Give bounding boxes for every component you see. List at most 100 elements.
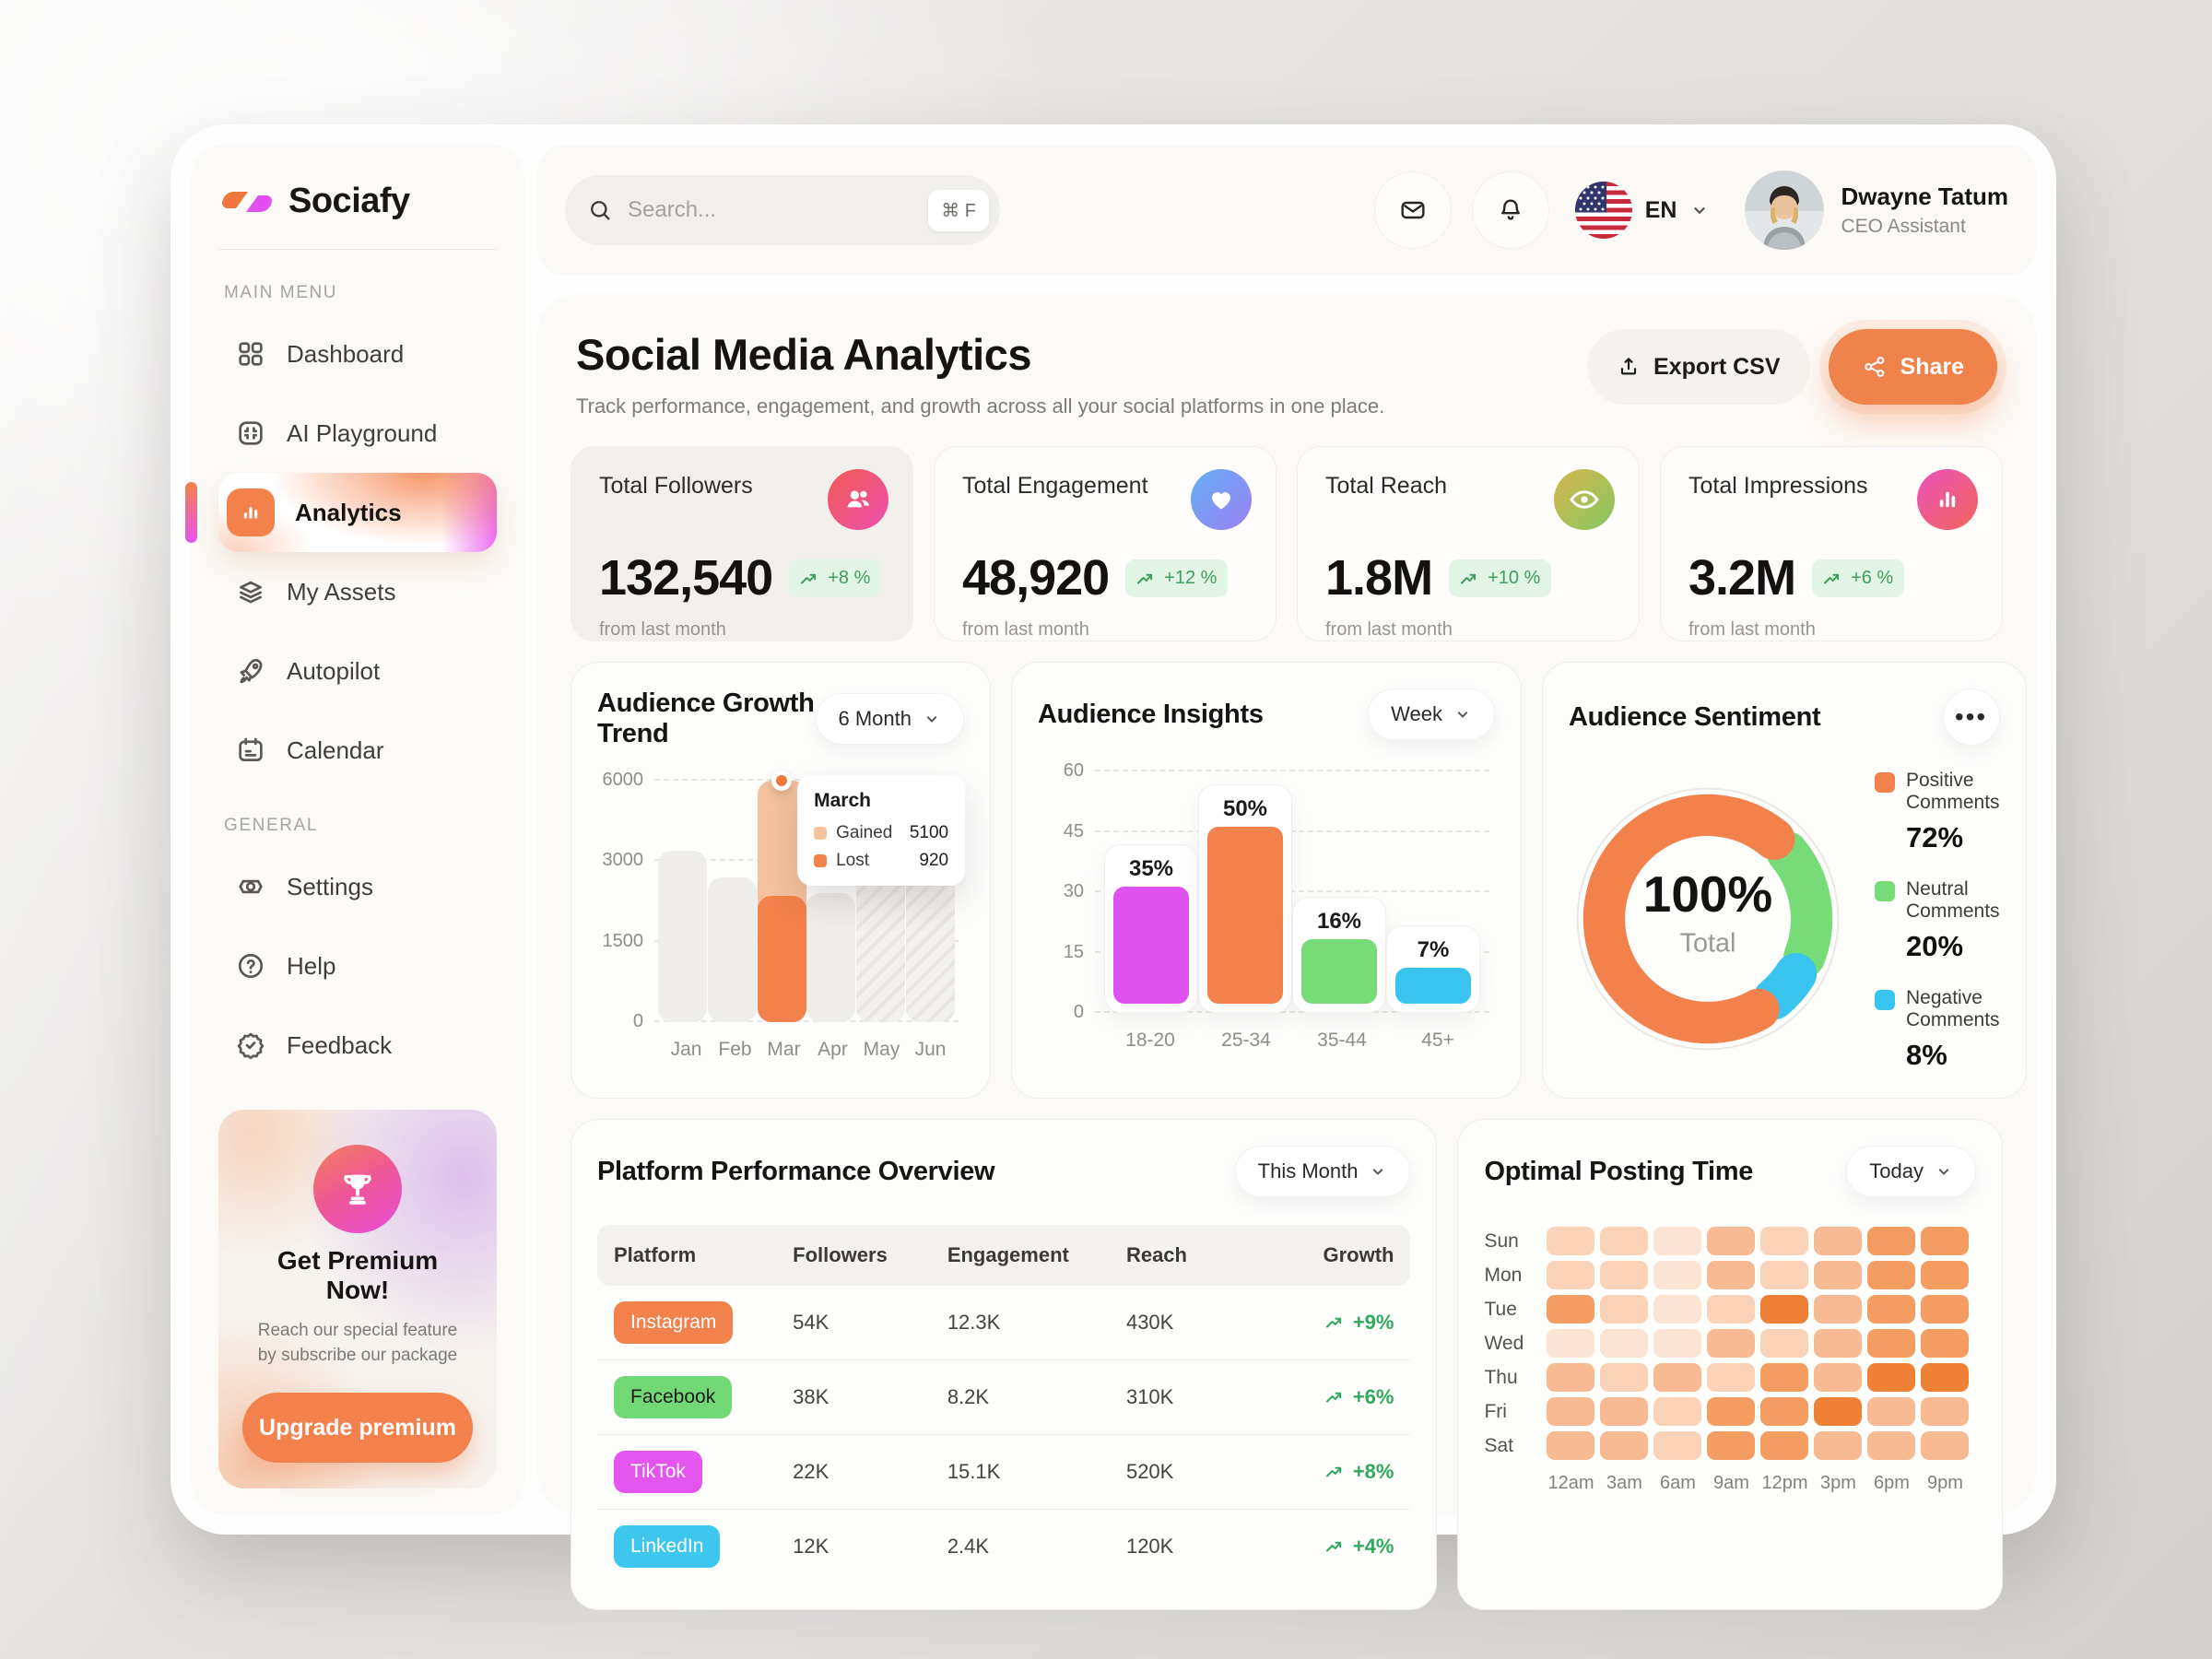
- platform-period-dropdown[interactable]: This Month: [1234, 1146, 1411, 1197]
- heatmap-cell-sun-9pm[interactable]: [1921, 1227, 1970, 1255]
- heatmap-cell-thu-6pm[interactable]: [1867, 1363, 1916, 1392]
- heatmap-cell-sat-9am[interactable]: [1707, 1431, 1756, 1460]
- sidebar-item-calendar[interactable]: Calendar: [218, 711, 497, 790]
- heatmap-cell-thu-12pm[interactable]: [1760, 1363, 1809, 1392]
- heatmap-cell-thu-6am[interactable]: [1653, 1363, 1702, 1392]
- heatmap-cell-fri-12am[interactable]: [1547, 1397, 1595, 1426]
- donut-segment[interactable]: [1569, 780, 1847, 1058]
- heatmap-row-label: Fri: [1484, 1400, 1507, 1422]
- heatmap-cell-thu-12am[interactable]: [1547, 1363, 1595, 1392]
- heatmap-cell-tue-9am[interactable]: [1707, 1295, 1756, 1324]
- heatmap-cell-sun-9am[interactable]: [1707, 1227, 1756, 1255]
- heatmap-cell-fri-6am[interactable]: [1653, 1397, 1702, 1426]
- heatmap-cell-tue-12am[interactable]: [1547, 1295, 1595, 1324]
- user-profile[interactable]: Dwayne Tatum CEO Assistant: [1745, 171, 2008, 250]
- gridline: 30: [1064, 881, 1489, 901]
- heatmap-cell-sun-6pm[interactable]: [1867, 1227, 1916, 1255]
- heatmap-cell-wed-9pm[interactable]: [1921, 1329, 1970, 1358]
- heatmap-cell-mon-12pm[interactable]: [1760, 1261, 1809, 1289]
- heatmap-cell-tue-6am[interactable]: [1653, 1295, 1702, 1324]
- insights-bar-45-[interactable]: 7%: [1386, 924, 1480, 1013]
- sidebar-item-my-assets[interactable]: My Assets: [218, 552, 497, 631]
- heatmap-cell-fri-3pm[interactable]: [1814, 1397, 1863, 1426]
- growth-cell: +6%: [1325, 1385, 1394, 1409]
- heatmap-cell-mon-12am[interactable]: [1547, 1261, 1595, 1289]
- heatmap-cell-thu-3am[interactable]: [1600, 1363, 1649, 1392]
- heatmap-cell-sat-6pm[interactable]: [1867, 1431, 1916, 1460]
- heatmap-cell-tue-3pm[interactable]: [1814, 1295, 1863, 1324]
- insights-bar-18-20[interactable]: 35%: [1104, 844, 1198, 1013]
- heatmap-cell-tue-9pm[interactable]: [1921, 1295, 1970, 1324]
- upload-icon: [1617, 355, 1641, 379]
- y-axis-label: 6000: [602, 770, 644, 790]
- sidebar-item-feedback[interactable]: Feedback: [218, 1006, 497, 1085]
- heatmap-cell-mon-3pm[interactable]: [1814, 1261, 1863, 1289]
- sidebar-item-dashboard[interactable]: Dashboard: [218, 314, 497, 394]
- sidebar-item-label: Analytics: [295, 498, 402, 526]
- growth-bar-feb[interactable]: [707, 877, 757, 1022]
- heatmap-cell-sun-3am[interactable]: [1600, 1227, 1649, 1255]
- mail-button[interactable]: [1373, 171, 1452, 249]
- insights-bar-fill: [1207, 826, 1283, 1004]
- heatmap-cell-sat-9pm[interactable]: [1921, 1431, 1970, 1460]
- search-bar[interactable]: ⌘ F: [565, 175, 1000, 245]
- heatmap-cell-sun-12am[interactable]: [1547, 1227, 1595, 1255]
- insights-bar-35-44[interactable]: 16%: [1292, 897, 1386, 1013]
- language-switcher[interactable]: EN: [1574, 182, 1711, 239]
- heatmap-cell-fri-9pm[interactable]: [1921, 1397, 1970, 1426]
- growth-bar-apr[interactable]: [806, 893, 856, 1022]
- heatmap-cell-tue-6pm[interactable]: [1867, 1295, 1916, 1324]
- gridline: 60: [1064, 760, 1489, 781]
- sidebar-item-autopilot[interactable]: Autopilot: [218, 631, 497, 711]
- heatmap-cell-fri-6pm[interactable]: [1867, 1397, 1916, 1426]
- sentiment-more-button[interactable]: •••: [1942, 688, 2000, 746]
- insights-bar-25-34[interactable]: 50%: [1198, 783, 1292, 1013]
- heatmap-cell-mon-9am[interactable]: [1707, 1261, 1756, 1289]
- heatmap-cell-sun-6am[interactable]: [1653, 1227, 1702, 1255]
- heatmap-cell-wed-6am[interactable]: [1653, 1329, 1702, 1358]
- heatmap-cell-sun-3pm[interactable]: [1814, 1227, 1863, 1255]
- insights-period-dropdown[interactable]: Week: [1368, 688, 1495, 740]
- growth-period-dropdown[interactable]: 6 Month: [815, 693, 964, 745]
- heatmap-cell-mon-6pm[interactable]: [1867, 1261, 1916, 1289]
- heatmap-cell-fri-3am[interactable]: [1600, 1397, 1649, 1426]
- heatmap-cell-sat-3pm[interactable]: [1814, 1431, 1863, 1460]
- heatmap-cell-wed-3pm[interactable]: [1814, 1329, 1863, 1358]
- heatmap-cell-tue-3am[interactable]: [1600, 1295, 1649, 1324]
- heatmap-cell-wed-12pm[interactable]: [1760, 1329, 1809, 1358]
- reach-cell: 430K: [1109, 1286, 1265, 1360]
- heatmap-cell-mon-6am[interactable]: [1653, 1261, 1702, 1289]
- heatmap-cell-thu-9am[interactable]: [1707, 1363, 1756, 1392]
- sidebar-item-help[interactable]: Help: [218, 926, 497, 1006]
- followers-cell: 12K: [793, 1535, 830, 1558]
- donut-segment[interactable]: [1569, 780, 1847, 1058]
- sidebar-item-ai-playground[interactable]: AI Playground: [218, 394, 497, 473]
- heatmap-cell-mon-9pm[interactable]: [1921, 1261, 1970, 1289]
- search-input[interactable]: [628, 197, 914, 223]
- notifications-button[interactable]: [1471, 171, 1549, 249]
- upgrade-premium-button[interactable]: Upgrade premium: [242, 1393, 473, 1463]
- heatmap-cell-sun-12pm[interactable]: [1760, 1227, 1809, 1255]
- heatmap-cell-fri-9am[interactable]: [1707, 1397, 1756, 1426]
- heatmap-cell-sat-3am[interactable]: [1600, 1431, 1649, 1460]
- export-csv-button[interactable]: Export CSV: [1586, 329, 1810, 405]
- sidebar-item-analytics[interactable]: Analytics: [185, 473, 497, 552]
- heatmap-cell-sat-6am[interactable]: [1653, 1431, 1702, 1460]
- heatmap-cell-mon-3am[interactable]: [1600, 1261, 1649, 1289]
- heatmap-cell-sat-12am[interactable]: [1547, 1431, 1595, 1460]
- growth-bar-jan[interactable]: [658, 850, 707, 1022]
- sidebar-item-settings[interactable]: Settings: [218, 847, 497, 926]
- heatmap-cell-wed-3am[interactable]: [1600, 1329, 1649, 1358]
- posting-time-period-dropdown[interactable]: Today: [1846, 1146, 1976, 1197]
- heatmap-cell-thu-3pm[interactable]: [1814, 1363, 1863, 1392]
- heatmap-cell-sat-12pm[interactable]: [1760, 1431, 1809, 1460]
- heatmap-cell-wed-6pm[interactable]: [1867, 1329, 1916, 1358]
- share-button[interactable]: Share: [1828, 329, 1997, 405]
- heatmap-cell-fri-12pm[interactable]: [1760, 1397, 1809, 1426]
- heatmap-cell-tue-12pm[interactable]: [1760, 1295, 1809, 1324]
- heatmap-cell-wed-9am[interactable]: [1707, 1329, 1756, 1358]
- heatmap-cell-wed-12am[interactable]: [1547, 1329, 1595, 1358]
- heatmap-cell-thu-9pm[interactable]: [1921, 1363, 1970, 1392]
- stat-card-total-impressions: Total Impressions 3.2M +6 % from last month: [1660, 446, 2003, 641]
